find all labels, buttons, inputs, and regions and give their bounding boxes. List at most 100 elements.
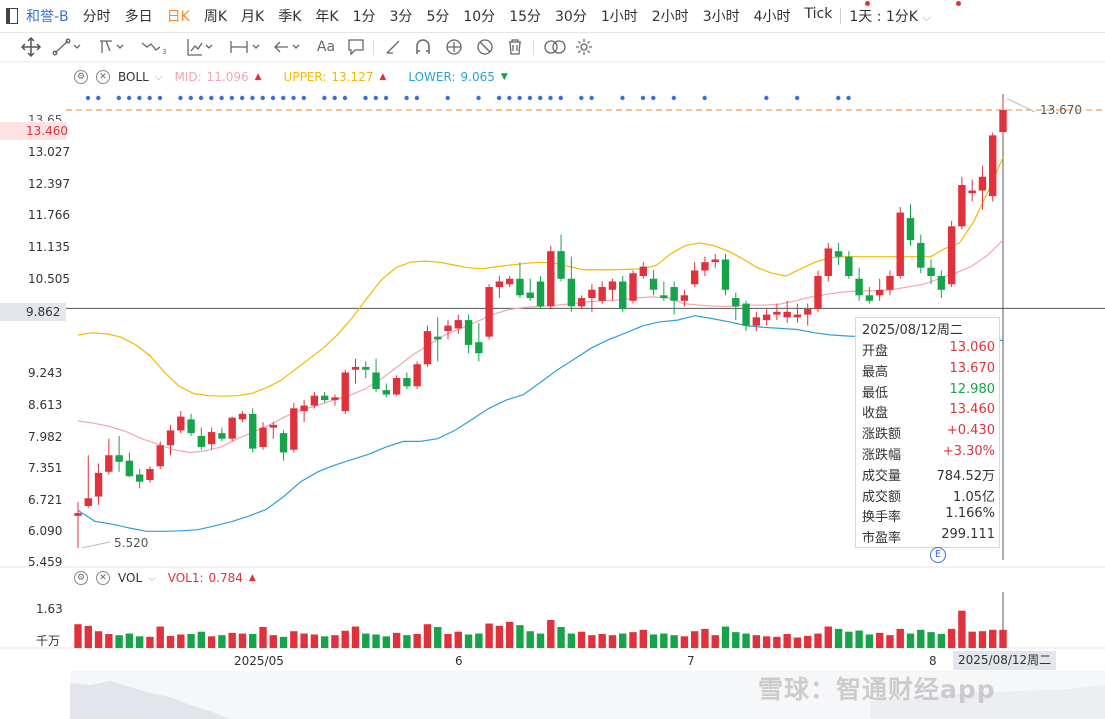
time-navigator[interactable] xyxy=(70,671,1105,719)
tab-period[interactable]: 3小时 xyxy=(702,9,740,25)
arrow-tool-icon[interactable] xyxy=(272,37,302,57)
candle-body xyxy=(855,278,863,296)
magnet-icon[interactable] xyxy=(413,37,433,57)
volume-bar xyxy=(526,631,534,648)
signal-dot xyxy=(250,95,255,101)
candle-body xyxy=(392,378,401,395)
boll-upper-value: 13.127 xyxy=(331,70,374,84)
volume-bar xyxy=(505,621,514,648)
hide-icon[interactable] xyxy=(474,37,496,57)
link-icon[interactable] xyxy=(543,37,567,57)
tab-period[interactable]: Tick xyxy=(804,6,833,22)
candle-body xyxy=(84,498,92,506)
candle-body xyxy=(475,342,483,354)
vol-name[interactable]: VOL xyxy=(118,571,143,585)
interval-dropdown[interactable]: 1天 : 1分K ⌵ xyxy=(849,6,930,26)
settings-icon[interactable] xyxy=(574,37,594,57)
down-arrow-icon: ▼ xyxy=(500,72,508,82)
volume-bar xyxy=(701,628,709,648)
tab-period[interactable]: 10分 xyxy=(463,9,496,25)
volume-bar xyxy=(392,632,401,648)
tab-period[interactable]: 2小时 xyxy=(651,9,689,25)
boll-name[interactable]: BOLL xyxy=(118,70,149,84)
low-price-label: 5.520 xyxy=(114,536,149,550)
volume-bar xyxy=(567,633,576,648)
info-label: 最高 xyxy=(862,364,889,380)
tab-period[interactable]: 5分 xyxy=(426,9,450,25)
candle-body xyxy=(732,298,740,307)
watermark: 雪球：智通财经app xyxy=(758,675,996,704)
volume-bar xyxy=(475,633,483,648)
tab-period[interactable]: 年K xyxy=(315,9,339,25)
tab-period[interactable]: 周K xyxy=(203,9,228,25)
info-value: 1.05亿 xyxy=(953,489,995,505)
price-tick-label: 10.505 xyxy=(28,272,70,286)
tab-period[interactable]: 3分 xyxy=(389,9,413,25)
volume-bar xyxy=(464,634,473,648)
tab-period[interactable]: 季K xyxy=(278,9,302,25)
line-tool-icon[interactable] xyxy=(52,37,82,57)
signal-dot xyxy=(702,95,707,101)
ruler-icon[interactable] xyxy=(383,37,403,57)
volume-bar xyxy=(588,635,596,648)
event-badge-icon[interactable]: E xyxy=(930,547,946,563)
signal-dot xyxy=(651,95,656,101)
info-value: 13.060 xyxy=(949,340,996,355)
volume-bar xyxy=(947,628,956,648)
tab-period[interactable]: 1小时 xyxy=(600,9,638,25)
candle-body xyxy=(351,366,360,370)
volume-bar xyxy=(711,635,719,648)
candle-body xyxy=(444,325,452,332)
info-row: 涨跌幅 +3.30% xyxy=(862,444,995,464)
range-tool-icon[interactable] xyxy=(228,37,262,57)
indicator-settings-icon[interactable]: ⚙ xyxy=(74,571,88,585)
candle-body xyxy=(413,364,421,387)
pen-tool-icon[interactable] xyxy=(97,37,127,57)
indicator-close-icon[interactable]: ✕ xyxy=(96,571,110,585)
candle-body xyxy=(824,248,832,276)
volume-bar xyxy=(320,636,329,648)
tab-period[interactable]: 多日 xyxy=(124,9,153,25)
candle-body xyxy=(495,281,504,288)
text-tool-icon[interactable]: Aa xyxy=(316,39,336,55)
eye-icon[interactable] xyxy=(443,37,465,57)
measure-tool-icon[interactable] xyxy=(185,37,215,57)
info-row: 最低 12.980 xyxy=(862,382,995,402)
volume-bar xyxy=(752,635,761,648)
volume-bar xyxy=(382,636,391,648)
chevron-down-icon[interactable]: ⌵ xyxy=(154,71,163,83)
indicator-close-icon[interactable]: ✕ xyxy=(96,70,110,84)
candle-body xyxy=(249,413,257,449)
chevron-down-icon[interactable]: ⌵ xyxy=(148,572,156,584)
indicator-settings-icon[interactable]: ⚙ xyxy=(74,70,88,84)
volume-bar xyxy=(670,635,678,648)
tab-period[interactable]: 日K xyxy=(166,9,190,25)
candle-body xyxy=(660,295,668,299)
volume-bar xyxy=(125,633,134,648)
candle-body xyxy=(598,287,606,301)
volume-bar xyxy=(773,636,781,648)
signal-dot xyxy=(363,95,368,101)
info-row: 最高 13.670 xyxy=(862,361,995,381)
candle-body xyxy=(927,267,935,276)
crosshair-icon[interactable] xyxy=(20,37,42,57)
candle-body xyxy=(125,460,134,477)
candle-body xyxy=(978,176,987,191)
tab-period[interactable]: 分时 xyxy=(82,9,111,25)
tab-period[interactable]: 15分 xyxy=(509,9,542,25)
sidebar-toggle-icon[interactable] xyxy=(6,8,18,24)
candle-body xyxy=(177,416,185,431)
candle-body xyxy=(166,430,175,446)
tab-period[interactable]: 4小时 xyxy=(753,9,791,25)
fib-tool-icon[interactable]: 3 xyxy=(140,37,174,57)
tab-period[interactable]: 1分 xyxy=(352,9,376,25)
volume-bar xyxy=(485,623,493,648)
trash-icon[interactable] xyxy=(505,37,525,57)
signal-dot xyxy=(496,95,502,101)
stock-name[interactable]: 和誉-B xyxy=(26,9,69,25)
tab-period[interactable]: 月K xyxy=(241,9,265,25)
comment-tool-icon[interactable] xyxy=(346,37,366,57)
tab-period[interactable]: 30分 xyxy=(555,9,587,25)
vol-axis-max: 1.63 xyxy=(36,602,63,616)
